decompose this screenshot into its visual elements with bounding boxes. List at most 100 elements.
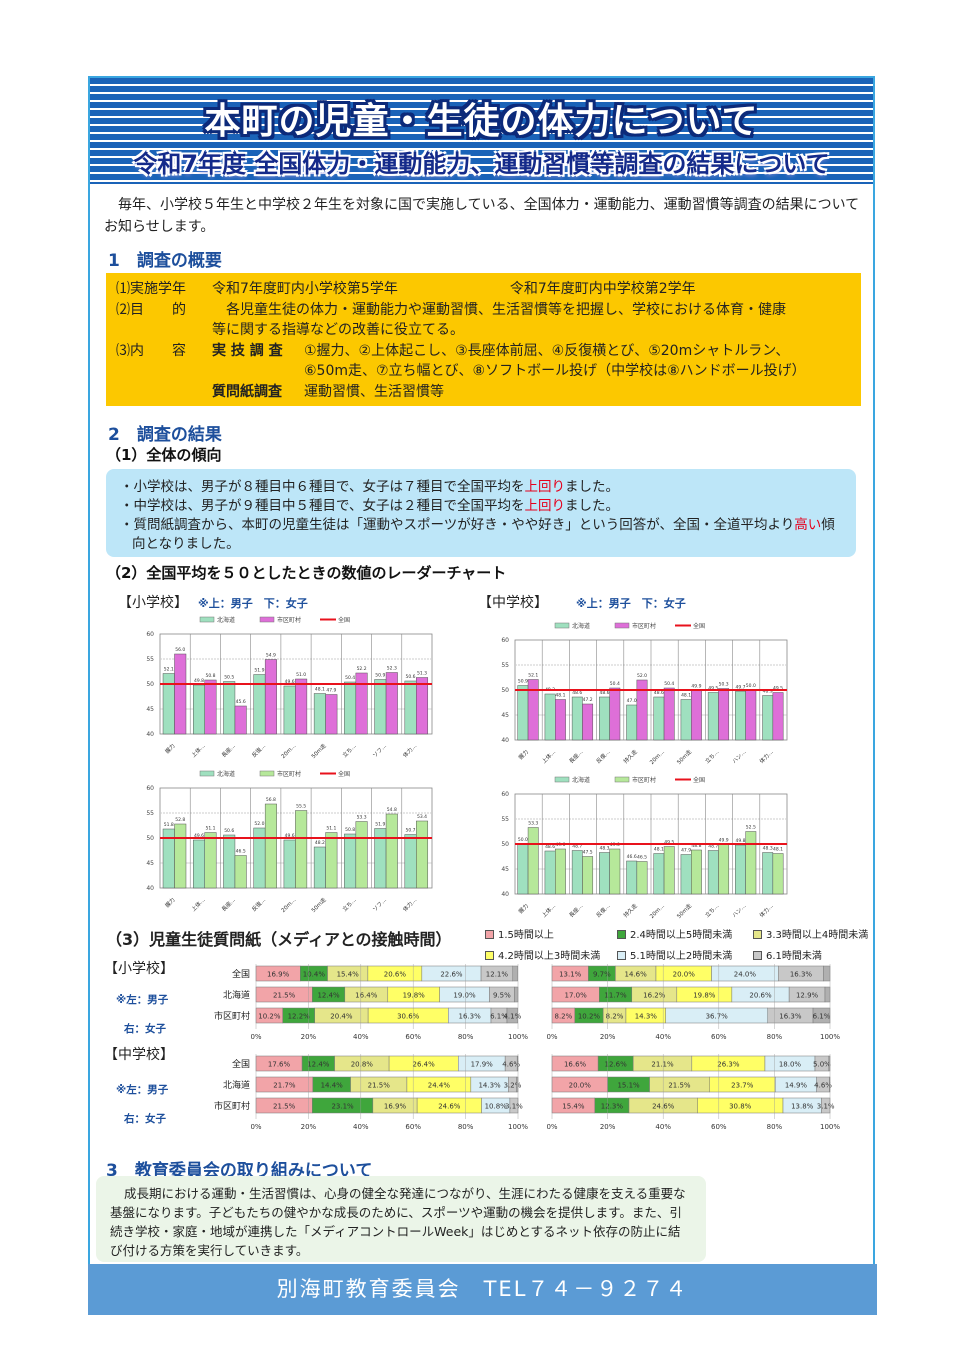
- svg-text:40: 40: [146, 731, 154, 738]
- media-mid-label: 【中学校】: [104, 1047, 174, 1063]
- svg-text:52.2: 52.2: [357, 666, 367, 672]
- media-elem-label: 【小学校】: [104, 961, 174, 977]
- svg-text:4.1%: 4.1%: [503, 1013, 521, 1021]
- svg-text:60%: 60%: [711, 1033, 727, 1041]
- svg-text:45: 45: [146, 706, 154, 713]
- svg-text:49.6: 49.6: [285, 833, 295, 839]
- svg-text:50m走: 50m走: [675, 901, 694, 920]
- svg-text:16.6%: 16.6%: [564, 1061, 587, 1069]
- svg-text:55: 55: [501, 816, 509, 823]
- svg-text:52.8: 52.8: [175, 817, 185, 823]
- svg-text:19.8%: 19.8%: [403, 992, 426, 1000]
- svg-text:40: 40: [146, 885, 154, 892]
- media-chart-mid-boys: 全国 17.6% 12.4% 20.8% 26.4% 17.9% 4.6% 北海道 21.7% 1…: [214, 1054, 528, 1131]
- svg-text:45: 45: [146, 860, 154, 867]
- svg-text:49.7: 49.7: [735, 685, 745, 691]
- effort-box: 成長期における運動・生活習慣は、心身の健全な発達につながり、生涯にわたる健康を支…: [96, 1176, 706, 1262]
- svg-text:48.1: 48.1: [654, 847, 664, 853]
- svg-text:3.2%: 3.2%: [504, 1082, 522, 1090]
- svg-text:46.5: 46.5: [637, 855, 647, 861]
- svg-text:40: 40: [501, 737, 509, 744]
- trend-heading: （1）全体の傾向: [106, 446, 222, 464]
- overview-questionnaire-label: 質問紙調査: [212, 383, 282, 400]
- svg-text:55: 55: [146, 810, 154, 817]
- section1-heading: 1 調査の概要: [108, 251, 222, 271]
- svg-text:40%: 40%: [353, 1123, 369, 1131]
- media-legend-item: 4.2時間以上3時間未満: [485, 947, 617, 962]
- svg-text:49.8: 49.8: [735, 838, 745, 844]
- svg-text:市区町村: 市区町村: [214, 1100, 250, 1112]
- svg-text:50.8: 50.8: [205, 673, 215, 679]
- svg-text:48.1: 48.1: [315, 687, 325, 693]
- svg-text:18.0%: 18.0%: [779, 1061, 802, 1069]
- svg-text:全国: 全国: [232, 968, 250, 980]
- svg-text:100%: 100%: [820, 1033, 840, 1041]
- svg-text:50.9: 50.9: [518, 679, 528, 685]
- svg-text:51.9: 51.9: [254, 668, 264, 674]
- svg-text:長座…: 長座…: [220, 896, 237, 913]
- svg-text:北海道: 北海道: [572, 776, 590, 784]
- overview-purpose-text: 各児童生徒の体力・運動能力や運動習慣、生活習慣等を把握し、学校における体育・健康: [226, 301, 786, 318]
- svg-text:全国: 全国: [693, 622, 705, 630]
- svg-text:50.3: 50.3: [719, 682, 729, 688]
- svg-text:80%: 80%: [458, 1123, 474, 1131]
- svg-text:50m走: 50m走: [675, 747, 694, 766]
- svg-text:反復…: 反復…: [594, 902, 611, 919]
- svg-text:50.0: 50.0: [518, 837, 528, 843]
- svg-text:49.5: 49.5: [773, 686, 783, 692]
- media-legend-item: 1.5時間以上: [485, 926, 617, 941]
- overview-questionnaire-text: 運動習慣、生活習慣等: [304, 383, 444, 400]
- svg-text:55: 55: [501, 662, 509, 669]
- svg-text:体力…: 体力…: [757, 902, 774, 919]
- svg-text:48.6: 48.6: [572, 690, 582, 696]
- svg-text:60%: 60%: [405, 1033, 421, 1041]
- svg-text:60%: 60%: [405, 1123, 421, 1131]
- gender-note: ※上：男子 下：女子: [576, 597, 686, 610]
- svg-text:北海道: 北海道: [217, 770, 235, 778]
- svg-text:14.3%: 14.3%: [635, 1013, 658, 1021]
- title-banner: 本町の児童・生徒の体力について 令和7年度 全国体力・運動能力、運動習慣等調査の…: [90, 78, 873, 184]
- svg-text:46.6: 46.6: [627, 854, 637, 860]
- page-title: 本町の児童・生徒の体力について: [204, 101, 759, 142]
- bar-chart-elem-boys: 北海道 市区町村 全国 40 45 50 55 60 52.1 56.0 握力 49.850.8 上体……: [146, 616, 433, 760]
- overview-mid-grade: 令和7年度町内中学校第2学年: [509, 281, 696, 297]
- svg-text:50: 50: [146, 835, 154, 842]
- svg-text:12.1%: 12.1%: [486, 971, 509, 979]
- svg-text:北海道: 北海道: [223, 1079, 250, 1091]
- svg-text:北海道: 北海道: [572, 622, 590, 630]
- svg-text:13.1%: 13.1%: [559, 971, 582, 979]
- svg-text:50.9: 50.9: [375, 673, 385, 679]
- svg-text:52.0: 52.0: [637, 673, 647, 679]
- svg-text:23.7%: 23.7%: [731, 1082, 754, 1090]
- svg-text:49.6: 49.6: [194, 833, 204, 839]
- svg-text:48.1: 48.1: [681, 693, 691, 699]
- svg-text:ソフ…: ソフ…: [371, 896, 388, 913]
- svg-text:20m…: 20m…: [649, 903, 666, 920]
- media-right-note: 右：女子: [124, 1113, 166, 1125]
- svg-text:市区町村: 市区町村: [277, 770, 301, 778]
- svg-text:24.4%: 24.4%: [428, 1082, 451, 1090]
- svg-text:持久走: 持久走: [621, 901, 639, 919]
- svg-text:握力: 握力: [163, 896, 176, 909]
- svg-text:北海道: 北海道: [217, 616, 235, 624]
- svg-text:60: 60: [146, 631, 154, 638]
- svg-text:51.3: 51.3: [417, 671, 427, 677]
- svg-text:9.5%: 9.5%: [493, 992, 511, 1000]
- svg-text:12.6%: 12.6%: [605, 1061, 628, 1069]
- svg-text:48.3: 48.3: [599, 846, 609, 852]
- bar-chart-elem-girls: 北海道 市区町村 全国404550556051.852.8握力49.651.1上体……: [146, 770, 433, 914]
- svg-text:50m走: 50m走: [309, 895, 328, 914]
- svg-text:51.1: 51.1: [205, 826, 215, 832]
- svg-text:54.8: 54.8: [387, 807, 397, 813]
- svg-text:49.6: 49.6: [285, 679, 295, 685]
- svg-text:60: 60: [146, 785, 154, 792]
- svg-text:53.3: 53.3: [357, 815, 367, 821]
- svg-text:52.1: 52.1: [528, 673, 538, 679]
- svg-text:80%: 80%: [767, 1033, 783, 1041]
- svg-text:21.5%: 21.5%: [368, 1082, 391, 1090]
- svg-text:20m…: 20m…: [281, 743, 298, 760]
- svg-text:49.9: 49.9: [691, 684, 701, 690]
- svg-text:12.2%: 12.2%: [288, 1013, 311, 1021]
- overview-label: ⑶内 容: [116, 342, 186, 359]
